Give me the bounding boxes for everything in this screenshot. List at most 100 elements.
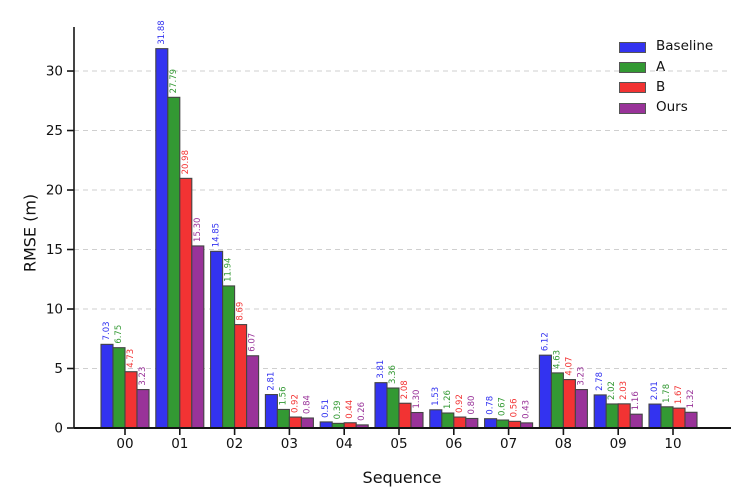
bar-value-label: 0.78 (486, 396, 496, 415)
bar-baseline-02 (210, 250, 224, 429)
bar-value-label: 2.78 (595, 372, 605, 391)
bar-b-00 (124, 371, 138, 429)
legend-label-b: B (656, 78, 666, 95)
bar-baseline-06 (429, 409, 443, 429)
bar-baseline-09 (593, 394, 607, 429)
bar-ours-00 (136, 389, 150, 429)
bar-value-label: 6.07 (248, 333, 258, 352)
legend-entry-ours: Ours (619, 98, 713, 118)
bar-ours-06 (465, 417, 479, 429)
bar-value-label: 4.07 (564, 357, 574, 376)
x-tick-label-07: 07 (500, 436, 517, 452)
bar-value-label: 3.23 (138, 367, 148, 386)
bar-value-label: 8.69 (236, 302, 246, 321)
legend: Baseline A B Ours (619, 37, 713, 118)
bar-value-label: 7.03 (102, 321, 112, 340)
bar-value-label: 0.92 (290, 394, 300, 413)
y-tick-label-25: 25 (46, 123, 63, 139)
bar-value-label: 0.26 (357, 402, 367, 421)
bar-value-label: 0.43 (522, 400, 532, 419)
y-tick-label-10: 10 (46, 302, 63, 318)
legend-label-a: A (656, 58, 666, 75)
bar-value-label: 6.75 (114, 325, 124, 344)
x-axis-label: Sequence (362, 468, 442, 487)
bar-value-label: 1.56 (278, 386, 288, 405)
bar-ours-10 (684, 411, 698, 429)
bar-b-10 (672, 407, 686, 429)
bar-value-label: 2.81 (266, 372, 276, 391)
y-axis-label: RMSE (m) (20, 193, 40, 273)
bar-value-label: 6.12 (540, 332, 550, 351)
bar-a-06 (441, 412, 455, 429)
bar-value-label: 11.94 (224, 258, 234, 282)
bar-a-10 (660, 406, 674, 429)
bar-value-label: 1.32 (686, 389, 696, 408)
bar-baseline-05 (374, 382, 388, 429)
bar-value-label: 0.80 (467, 396, 477, 415)
bar-value-label: 1.16 (631, 391, 641, 410)
bar-ours-08 (574, 389, 588, 429)
bar-value-label: 3.81 (376, 360, 386, 379)
x-tick-label-01: 01 (171, 436, 188, 452)
bar-value-label: 0.44 (345, 400, 355, 419)
bar-value-label: 27.79 (169, 69, 179, 93)
x-tick-label-06: 06 (445, 436, 462, 452)
bar-ours-05 (410, 411, 424, 429)
bar-value-label: 1.78 (662, 384, 672, 403)
bar-b-02 (234, 324, 248, 429)
bar-a-09 (605, 403, 619, 429)
legend-label-ours: Ours (656, 99, 688, 116)
x-tick-label-02: 02 (226, 436, 243, 452)
bar-value-label: 2.02 (607, 381, 617, 400)
bar-a-02 (222, 285, 236, 429)
bar-value-label: 3.23 (576, 367, 586, 386)
x-tick-label-08: 08 (555, 436, 572, 452)
legend-swatch-ours (619, 102, 646, 114)
bar-value-label: 0.51 (321, 399, 331, 418)
bar-baseline-03 (264, 394, 278, 429)
bar-b-01 (179, 177, 193, 429)
bar-b-03 (288, 416, 302, 429)
legend-swatch-baseline (619, 41, 646, 53)
bar-value-label: 2.01 (650, 381, 660, 400)
bar-b-08 (562, 379, 576, 429)
bar-value-label: 1.26 (443, 390, 453, 409)
bar-baseline-00 (100, 343, 114, 429)
bar-a-01 (167, 96, 181, 429)
bar-value-label: 0.92 (455, 394, 465, 413)
bar-baseline-08 (538, 354, 552, 429)
bar-ours-02 (246, 355, 260, 429)
bar-a-00 (112, 347, 126, 429)
y-tick-label-15: 15 (46, 242, 63, 258)
bar-value-label: 4.73 (126, 349, 136, 368)
bar-ours-03 (300, 417, 314, 429)
bar-value-label: 0.39 (333, 400, 343, 419)
x-tick-label-09: 09 (610, 436, 627, 452)
x-tick-label-10: 10 (664, 436, 681, 452)
bar-b-09 (617, 403, 631, 429)
legend-swatch-a (619, 61, 646, 73)
legend-entry-baseline: Baseline (619, 37, 713, 57)
legend-entry-a: A (619, 57, 713, 77)
bar-value-label: 0.84 (302, 395, 312, 414)
bar-value-label: 15.30 (193, 218, 203, 242)
x-tick-label-04: 04 (336, 436, 353, 452)
bar-value-label: 1.30 (412, 390, 422, 409)
legend-entry-b: B (619, 78, 713, 98)
bar-value-label: 3.36 (388, 365, 398, 384)
bar-a-07 (496, 419, 510, 429)
bar-a-05 (386, 387, 400, 429)
y-tick-label-30: 30 (46, 64, 63, 80)
bar-value-label: 0.56 (510, 398, 520, 417)
bar-value-label: 2.03 (619, 381, 629, 400)
bar-value-label: 0.67 (498, 397, 508, 416)
y-tick-label-20: 20 (46, 183, 63, 199)
legend-swatch-b (619, 82, 646, 94)
y-tick-label-5: 5 (54, 361, 63, 377)
bar-a-03 (276, 408, 290, 429)
legend-label-baseline: Baseline (656, 38, 714, 55)
bar-b-05 (398, 402, 412, 429)
bar-value-label: 14.85 (212, 223, 222, 247)
